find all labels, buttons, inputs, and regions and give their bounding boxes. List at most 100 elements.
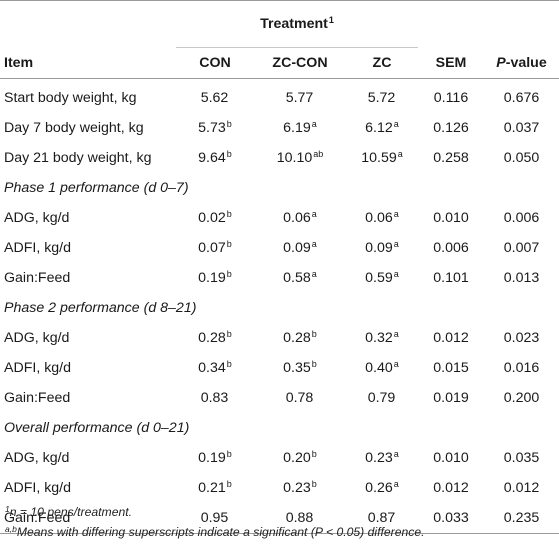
col-header-con: CON [176,47,254,79]
cell-sem: 0.006 [433,240,469,256]
cell-sem: 0.126 [433,120,469,136]
cell-con: 5.62 [200,90,229,106]
cell-p-value: 0.007 [503,240,540,256]
cell-sem: 0.010 [433,450,469,466]
cell-sem: 0.012 [433,330,469,346]
cell-zc: 6.12a [365,119,399,137]
cell-con: 0.95 [176,503,254,534]
cell-zc: 0.59a [365,269,399,287]
cell-zc: 0.79 [367,390,396,406]
cell-zc-con: 10.10ab [276,149,324,167]
cell-p-value: 0.676 [503,90,540,106]
cell-p-value: 0.050 [503,150,540,166]
cell-con: 5.73b [198,119,232,137]
row-item-label: Gain:Feed [0,503,176,534]
cell-zc: 0.40a [365,359,399,377]
cell-p-value: 0.037 [503,120,540,136]
cell-con: 0.07b [198,239,232,257]
cell-p-value: 0.012 [503,480,540,496]
row-item-label: Start body weight, kg [4,90,137,106]
cell-sem: 0.015 [433,360,469,376]
col-header-zc: ZC [346,47,418,79]
table-row: Gain:Feed 0.83 0.78 0.79 0.019 0.200 [0,383,559,413]
cell-con: 0.83 [200,390,229,406]
performance-table: Treatment1 Item CON ZC-CON ZC SEM P-valu… [0,0,559,534]
cell-zc: 10.59a [361,149,403,167]
header-column-row: Item CON ZC-CON ZC SEM P-value [0,47,559,79]
row-item-label: ADG, kg/d [4,330,70,346]
cell-p-value: 0.023 [503,330,540,346]
cell-zc: 0.23a [365,449,399,467]
cell-sem: 0.258 [433,150,469,166]
cell-zc: 0.26a [365,479,399,497]
header-group-row: Treatment1 [0,0,559,48]
cell-sem: 0.012 [433,480,469,496]
cell-p-value: 0.006 [503,210,540,226]
cell-zc: 0.32a [365,329,399,347]
cell-zc-con: 0.06a [283,209,317,227]
cell-con: 0.21b [198,479,232,497]
cell-con: 0.19b [198,449,232,467]
section-header-row: Phase 2 performance (d 8–21) [0,293,559,323]
cell-sem: 0.010 [433,210,469,226]
cell-zc-con: 0.35b [283,359,317,377]
cell-zc-con: 0.28b [283,329,317,347]
section-label: Phase 1 performance (d 0–7) [4,180,189,196]
cell-zc: 0.87 [346,503,418,534]
section-header-row: Phase 1 performance (d 0–7) [0,173,559,203]
table-body: Start body weight, kg 5.62 5.77 5.72 0.116 0.… [0,79,559,534]
table-row: ADFI, kg/d 0.21b 0.23b 0.26a 0.012 0.012 [0,473,559,503]
cell-zc: 0.06a [365,209,399,227]
col-header-zc-con: ZC-CON [254,47,346,79]
row-item-label: ADFI, kg/d [4,240,72,256]
section-label: Overall performance (d 0–21) [4,420,190,436]
cell-con: 0.34b [198,359,232,377]
cell-con: 0.28b [198,329,232,347]
cell-zc-con: 5.77 [285,90,314,106]
cell-p-value: 0.016 [503,360,540,376]
footnote-1: 1n = 10 pens/treatment. [5,504,133,519]
cell-p-value: 0.200 [503,390,540,406]
cell-p-value: 0.235 [484,503,559,534]
row-item-label: ADG, kg/d [4,450,70,466]
table-row: Day 21 body weight, kg 9.64b 10.10ab 10.59a… [0,143,559,173]
row-item-label: Gain:Feed [4,270,71,286]
table-row: ADG, kg/d 0.19b 0.20b 0.23a 0.010 0.035 [0,443,559,473]
col-header-sem: SEM [418,47,484,79]
table-row: ADFI, kg/d 0.34b 0.35b 0.40a 0.015 0.016 [0,353,559,383]
cell-zc-con: 0.58a [283,269,317,287]
cell-con: 0.02b [198,209,232,227]
row-item-label: Gain:Feed [4,390,71,406]
cell-zc-con: 0.09a [283,239,317,257]
cell-zc-con: 0.20b [283,449,317,467]
section-label: Phase 2 performance (d 8–21) [4,300,197,316]
table-row: ADG, kg/d 0.28b 0.28b 0.32a 0.012 0.023 [0,323,559,353]
table-row: ADFI, kg/d 0.07b 0.09a 0.09a 0.006 0.007 [0,233,559,263]
table-row: Gain:Feed 0.95 0.88 0.87 0.033 0.235 [0,503,559,534]
row-item-label: ADG, kg/d [4,210,70,226]
cell-sem: 0.019 [433,390,469,406]
col-header-p-value: P-value [484,47,559,79]
cell-p-value: 0.035 [503,450,540,466]
row-item-label: Day 21 body weight, kg [4,150,152,166]
cell-con: 9.64b [198,149,232,167]
table-row: ADG, kg/d 0.02b 0.06a 0.06a 0.010 0.006 [0,203,559,233]
section-header-row: Overall performance (d 0–21) [0,413,559,443]
cell-sem: 0.116 [433,90,469,106]
col-header-item: Item [0,47,176,79]
row-item-label: ADFI, kg/d [4,360,72,376]
cell-zc-con: 0.88 [254,503,346,534]
table-row: Start body weight, kg 5.62 5.77 5.72 0.116 0.… [0,79,559,114]
cell-zc-con: 0.23b [283,479,317,497]
table-row: Gain:Feed 0.19b 0.58a 0.59a 0.101 0.013 [0,263,559,293]
row-item-label: Day 7 body weight, kg [4,120,144,136]
table-row: Day 7 body weight, kg 5.73b 6.19a 6.12a 0.12… [0,113,559,143]
cell-zc: 5.72 [367,90,396,106]
footnote-2: a,bMeans with differing superscripts ind… [5,524,425,539]
cell-zc-con: 6.19a [283,119,317,137]
treatment-group-header: Treatment1 [176,0,418,48]
cell-zc: 0.09a [365,239,399,257]
cell-p-value: 0.013 [503,270,540,286]
cell-con: 0.19b [198,269,232,287]
